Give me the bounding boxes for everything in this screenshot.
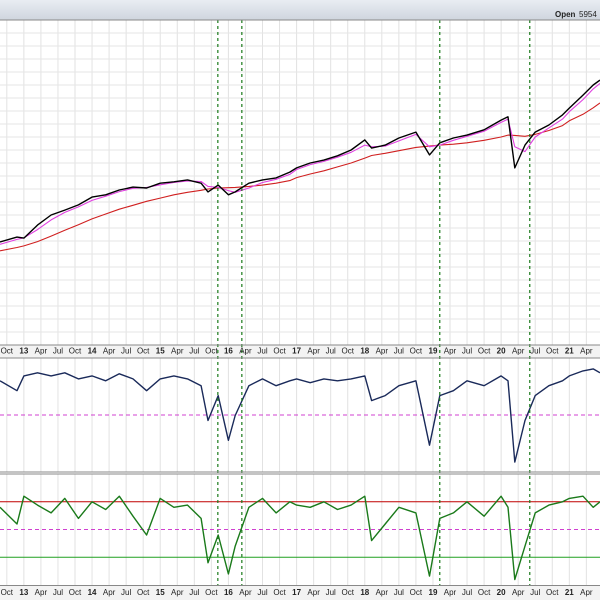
x-tick-label: Apr xyxy=(307,347,320,356)
x-tick-label: 18 xyxy=(360,347,369,356)
x-tick-label: Oct xyxy=(478,347,491,356)
x-tick-label: Apr xyxy=(171,347,184,356)
x-tick-label: Apr xyxy=(580,588,593,597)
x-tick-label: Oct xyxy=(273,347,286,356)
series-line xyxy=(0,79,600,243)
x-tick-label: Jul xyxy=(530,588,540,597)
x-tick-label: Jul xyxy=(53,588,63,597)
x-tick-label: Oct xyxy=(273,588,286,597)
header-bar xyxy=(0,0,600,20)
frame xyxy=(0,19,600,586)
x-tick-label: Apr xyxy=(444,588,457,597)
x-tick-label: Apr xyxy=(103,588,116,597)
x-tick-label: Jul xyxy=(462,588,472,597)
x-tick-label: Oct xyxy=(1,347,14,356)
x-tick-label: Jul xyxy=(257,347,267,356)
x-tick-label: Jul xyxy=(257,588,267,597)
open-value: 5954 xyxy=(579,10,597,19)
x-tick-label: Apr xyxy=(103,347,116,356)
series-line xyxy=(0,368,600,463)
x-tick-label: Oct xyxy=(342,588,355,597)
horizontal-grid xyxy=(0,32,600,333)
x-tick-label: Oct xyxy=(69,588,82,597)
x-tick-label: Oct xyxy=(478,588,491,597)
x-tick-label: 13 xyxy=(19,588,28,597)
x-tick-label: Oct xyxy=(205,347,218,356)
x-tick-label: Oct xyxy=(410,347,423,356)
x-tick-label: 20 xyxy=(497,588,506,597)
x-tick-label: 16 xyxy=(224,347,233,356)
x-tick-label: Oct xyxy=(546,347,559,356)
x-tick-label: 20 xyxy=(497,347,506,356)
x-tick-label: Jul xyxy=(394,347,404,356)
x-tick-label: Oct xyxy=(137,347,150,356)
x-tick-label: Apr xyxy=(376,588,389,597)
x-tick-label: Oct xyxy=(69,347,82,356)
x-tick-label: 21 xyxy=(565,588,574,597)
x-tick-label: Oct xyxy=(546,588,559,597)
x-tick-label: 17 xyxy=(292,347,301,356)
x-tick-label: Apr xyxy=(376,347,389,356)
x-tick-label: 14 xyxy=(88,347,97,356)
x-tick-label: 19 xyxy=(429,347,438,356)
x-tick-label: 17 xyxy=(292,588,301,597)
date-axis-band xyxy=(0,345,600,358)
x-tick-label: 14 xyxy=(88,588,97,597)
date-axis-band xyxy=(0,586,600,600)
series-line xyxy=(0,102,600,252)
x-tick-label: Jul xyxy=(189,588,199,597)
x-tick-label: Apr xyxy=(512,588,525,597)
x-tick-label: Apr xyxy=(580,347,593,356)
x-tick-label: Jul xyxy=(326,588,336,597)
open-label: Open xyxy=(555,10,576,19)
x-tick-label: Jul xyxy=(121,347,131,356)
x-tick-label: Oct xyxy=(205,588,218,597)
x-tick-label: Jul xyxy=(121,588,131,597)
x-tick-label: Apr xyxy=(444,347,457,356)
plot xyxy=(0,20,600,585)
x-tick-label: Jul xyxy=(53,347,63,356)
x-tick-label: Jul xyxy=(326,347,336,356)
x-tick-label: Oct xyxy=(342,347,355,356)
x-tick-label: Jul xyxy=(530,347,540,356)
x-tick-label: 19 xyxy=(429,588,438,597)
x-tick-label: Apr xyxy=(35,347,48,356)
x-tick-label: Jul xyxy=(189,347,199,356)
x-tick-label: Jul xyxy=(462,347,472,356)
x-tick-label: Oct xyxy=(410,588,423,597)
x-tick-label: 15 xyxy=(156,347,165,356)
grid xyxy=(6,20,587,585)
x-tick-label: Apr xyxy=(239,347,252,356)
x-tick-label: 18 xyxy=(360,588,369,597)
date-axes: Oct Oct 13 13 Apr Apr Jul Jul Oct Oct 14 14 Apr Apr Ju… xyxy=(1,347,593,598)
x-tick-label: 16 xyxy=(224,588,233,597)
series-line xyxy=(0,82,600,245)
x-tick-label: 13 xyxy=(19,347,28,356)
series-line xyxy=(0,495,600,581)
x-tick-label: 21 xyxy=(565,347,574,356)
x-tick-label: 15 xyxy=(156,588,165,597)
x-tick-label: Apr xyxy=(239,588,252,597)
x-tick-label: Oct xyxy=(1,588,14,597)
x-tick-label: Apr xyxy=(307,588,320,597)
x-tick-label: Apr xyxy=(35,588,48,597)
x-tick-label: Oct xyxy=(137,588,150,597)
x-tick-label: Apr xyxy=(171,588,184,597)
x-tick-label: Jul xyxy=(394,588,404,597)
x-tick-label: Apr xyxy=(512,347,525,356)
